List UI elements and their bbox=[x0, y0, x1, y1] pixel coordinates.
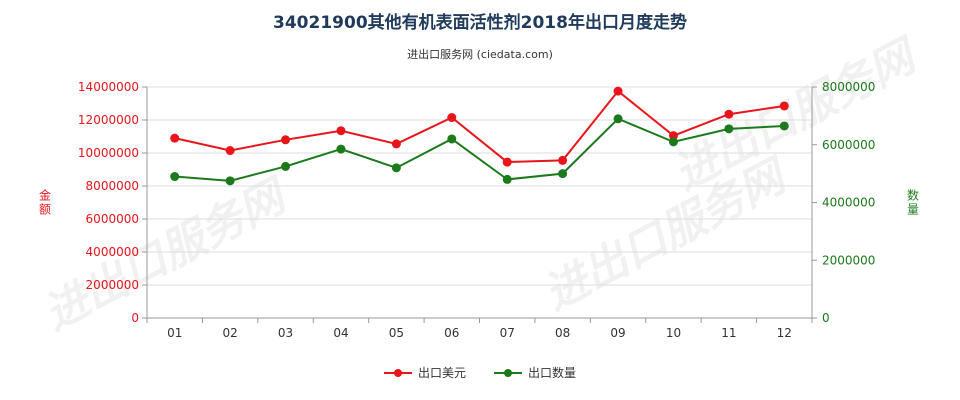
series-point-0 bbox=[447, 113, 457, 123]
y-left-tick-label: 6000000 bbox=[86, 212, 139, 226]
series-point-0 bbox=[613, 86, 623, 96]
x-tick-label: 01 bbox=[167, 326, 182, 340]
y-right-tick-label: 2000000 bbox=[822, 253, 875, 267]
series-point-0 bbox=[391, 139, 401, 149]
series-point-0 bbox=[502, 157, 512, 167]
x-tick-label: 09 bbox=[610, 326, 625, 340]
series-point-1 bbox=[613, 114, 623, 124]
y-right-tick-label: 4000000 bbox=[822, 196, 875, 210]
y-left-tick-label: 8000000 bbox=[86, 179, 139, 193]
series-point-1 bbox=[779, 121, 789, 131]
series-point-0 bbox=[225, 146, 235, 156]
series-point-1 bbox=[502, 174, 512, 184]
x-tick-label: 03 bbox=[278, 326, 293, 340]
series-point-1 bbox=[558, 169, 568, 179]
series-point-0 bbox=[779, 101, 789, 111]
x-tick-label: 04 bbox=[333, 326, 348, 340]
y-left-axis-title: 金 bbox=[39, 188, 51, 203]
legend-label-export-usd: 出口美元 bbox=[417, 366, 466, 380]
y-left-axis-title: 额 bbox=[39, 203, 51, 217]
series-point-0 bbox=[724, 109, 734, 119]
x-tick-label: 06 bbox=[444, 326, 459, 340]
y-left-tick-label: 2000000 bbox=[86, 278, 139, 292]
x-tick-label: 10 bbox=[666, 326, 681, 340]
legend-item-export-usd[interactable]: 出口美元 bbox=[383, 364, 466, 381]
y-right-tick-label: 6000000 bbox=[822, 138, 875, 152]
series-point-0 bbox=[558, 155, 568, 165]
series-point-1 bbox=[391, 163, 401, 173]
y-left-tick-label: 4000000 bbox=[86, 245, 139, 259]
series-point-1 bbox=[281, 161, 291, 171]
legend-item-export-quantity[interactable]: 出口数量 bbox=[494, 364, 576, 381]
series-point-1 bbox=[447, 134, 457, 144]
series-point-0 bbox=[668, 131, 678, 141]
x-tick-label: 08 bbox=[555, 326, 570, 340]
y-left-tick-label: 10000000 bbox=[78, 146, 139, 160]
x-tick-label: 02 bbox=[222, 326, 237, 340]
y-left-tick-label: 0 bbox=[131, 311, 139, 325]
legend-label-export-quantity: 出口数量 bbox=[528, 366, 577, 380]
series-point-1 bbox=[225, 176, 235, 186]
x-tick-label: 11 bbox=[721, 326, 736, 340]
series-point-1 bbox=[668, 137, 678, 147]
series-point-1 bbox=[724, 124, 734, 134]
x-tick-label: 07 bbox=[500, 326, 515, 340]
y-right-axis-title: 量 bbox=[907, 203, 919, 217]
series-point-1 bbox=[336, 144, 346, 154]
y-right-axis-title: 数 bbox=[907, 188, 919, 203]
y-left-tick-label: 12000000 bbox=[78, 113, 139, 127]
legend-swatch-export-usd bbox=[383, 367, 412, 379]
y-left-tick-label: 14000000 bbox=[78, 80, 139, 94]
y-right-tick-label: 8000000 bbox=[822, 80, 875, 94]
chart-legend: 出口美元 出口数量 bbox=[0, 364, 960, 381]
x-tick-label: 05 bbox=[389, 326, 404, 340]
chart-subtitle: 进出口服务网 (ciedata.com) bbox=[407, 48, 553, 61]
chart-title: 34021900其他有机表面活性剂2018年出口月度走势 bbox=[273, 13, 687, 33]
x-tick-label: 12 bbox=[777, 326, 792, 340]
series-point-0 bbox=[170, 133, 180, 143]
series-point-1 bbox=[170, 172, 180, 182]
y-right-tick-label: 0 bbox=[822, 311, 830, 325]
series-point-0 bbox=[336, 126, 346, 136]
legend-swatch-export-quantity bbox=[494, 367, 522, 379]
series-line-0 bbox=[174, 89, 785, 164]
series-line-1 bbox=[174, 117, 785, 182]
series-point-0 bbox=[281, 135, 291, 145]
